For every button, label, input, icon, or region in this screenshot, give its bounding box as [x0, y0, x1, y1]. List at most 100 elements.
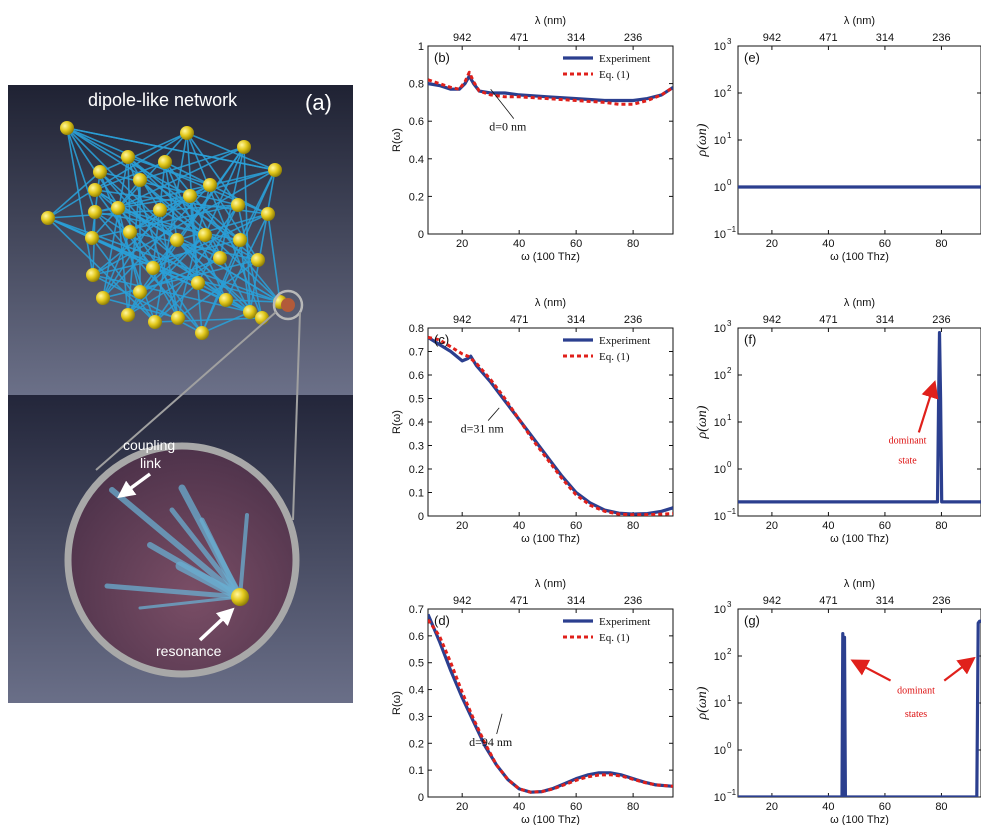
x-tick-label: 80: [935, 520, 947, 532]
top-tick-label: 314: [876, 32, 894, 44]
top-tick-label: 236: [624, 32, 642, 44]
distance-annotation: d=31 nm: [461, 422, 505, 436]
top-tick-label: 942: [453, 32, 471, 44]
experiment-series-line: [738, 331, 981, 504]
network-node: [191, 276, 205, 290]
y-tick-label: 0.7: [409, 347, 424, 359]
zoom-links: [104, 484, 249, 610]
x-tick-label: 40: [513, 238, 525, 250]
network-node: [41, 211, 55, 225]
y-tick-label: 0.6: [409, 116, 424, 128]
y-tick-label: 0: [418, 229, 424, 241]
network-link: [225, 299, 281, 303]
network-node: [88, 205, 102, 219]
network-link: [176, 213, 269, 241]
network-link: [139, 179, 221, 259]
y-tick-label: 10: [714, 229, 726, 241]
network-node: [261, 207, 275, 221]
experiment-series-line: [738, 619, 981, 797]
x-tick-label: 80: [627, 801, 639, 813]
y-tick-exponent: −1: [727, 225, 737, 234]
y-tick-label: 0.6: [409, 631, 424, 643]
plot-frame: [427, 608, 674, 798]
top-axis-label: λ (nm): [535, 297, 566, 309]
resonance-arrow: [198, 607, 235, 642]
chart-b: 20 40 60 80 942 471 314 236 λ (nm) ω (100 Thz) 0 0.…: [391, 15, 674, 263]
network-link: [92, 274, 203, 334]
y-tick-label: 10: [714, 182, 726, 194]
y-tick-label: 0.2: [409, 191, 424, 203]
y-tick-exponent: −1: [727, 788, 737, 797]
y-tick-exponent: 1: [727, 413, 732, 422]
x-tick-label: 40: [822, 520, 834, 532]
x-axis-label: ω (100 Thz): [830, 251, 889, 263]
y-tick-exponent: 1: [727, 131, 732, 140]
coupling-label-line2: link: [140, 455, 162, 471]
zoom-guide-line-left: [95, 311, 277, 471]
x-axis-label: ω (100 Thz): [830, 814, 889, 825]
y-tick-label: 10: [714, 323, 726, 335]
network-link: [249, 169, 276, 313]
top-tick-label: 471: [819, 314, 837, 326]
network-link: [127, 257, 221, 316]
network-link: [127, 179, 141, 316]
network-node: [85, 231, 99, 245]
y-tick-exponent: 0: [727, 460, 732, 469]
network-link: [91, 204, 239, 239]
network-node: [146, 261, 160, 275]
x-tick-label: 20: [456, 520, 468, 532]
top-axis-label: λ (nm): [844, 15, 875, 27]
x-tick-label: 20: [456, 238, 468, 250]
y-tick-exponent: 2: [727, 366, 732, 375]
y-tick-label: 0.7: [409, 604, 424, 616]
x-tick-label: 40: [513, 520, 525, 532]
zoom-link: [199, 517, 243, 600]
legend-label-equation: Eq. (1): [599, 69, 630, 81]
x-axis-label: ω (100 Thz): [521, 814, 580, 825]
network-node: [60, 121, 74, 135]
network-node: [93, 165, 107, 179]
y-tick-exponent: 3: [727, 319, 732, 328]
network-link: [159, 209, 179, 319]
annotation-pointer: [490, 88, 515, 119]
y-tick-label: 0.2: [409, 738, 424, 750]
network-node: [237, 140, 251, 154]
y-tick-label: 10: [714, 604, 726, 616]
network-link: [66, 127, 276, 171]
panel-label-a: (a): [305, 90, 332, 115]
network-link: [66, 127, 94, 276]
zoom-circle: [64, 442, 300, 678]
y-tick-label: 10: [714, 698, 726, 710]
selected-node: [281, 298, 295, 312]
network-node: [233, 233, 247, 247]
y-axis-label: R(ω): [391, 128, 403, 152]
y-tick-exponent: 2: [727, 84, 732, 93]
network-link: [129, 184, 211, 233]
top-tick-label: 236: [932, 314, 950, 326]
network-link: [154, 282, 199, 323]
top-axis-label: λ (nm): [535, 578, 566, 590]
legend-label-equation: Eq. (1): [599, 632, 630, 644]
network-link: [47, 217, 281, 303]
network-link: [152, 267, 227, 301]
coupling-label-line1: coupling: [123, 437, 175, 453]
y-tick-label: 10: [714, 41, 726, 53]
network-link: [164, 161, 281, 303]
zoom-link: [169, 507, 243, 600]
chart-d: 20 40 60 80 942 471 314 236 λ (nm) ω (100 Thz) 0 0.…: [391, 578, 674, 825]
y-tick-label: 0.8: [409, 79, 424, 91]
network-node: [219, 293, 233, 307]
top-tick-label: 314: [567, 314, 585, 326]
network-node: [268, 163, 282, 177]
top-tick-label: 314: [567, 32, 585, 44]
x-tick-label: 60: [570, 520, 582, 532]
top-tick-label: 236: [624, 314, 642, 326]
dominant-annotation: state: [898, 456, 917, 467]
network-node: [153, 203, 167, 217]
y-tick-exponent: 3: [727, 600, 732, 609]
y-tick-exponent: 0: [727, 178, 732, 187]
annotation-pointer: [496, 713, 503, 735]
y-tick-label: 0: [418, 511, 424, 523]
top-tick-label: 942: [763, 314, 781, 326]
